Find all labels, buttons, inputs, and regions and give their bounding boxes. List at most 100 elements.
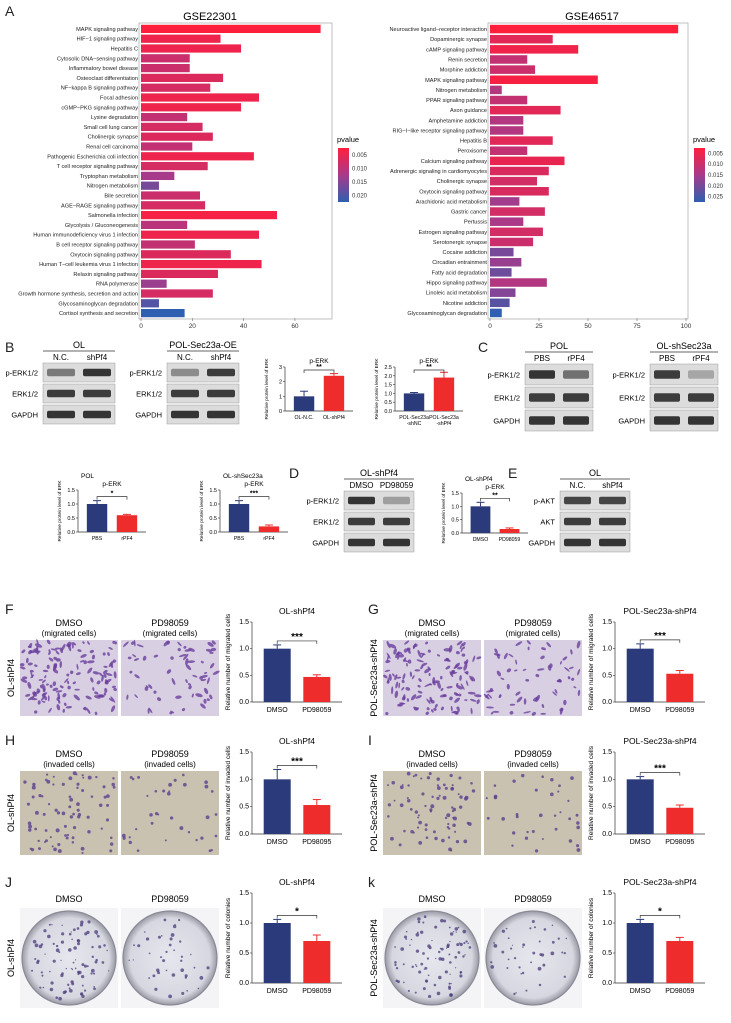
stained-cell bbox=[66, 641, 71, 647]
colony bbox=[557, 937, 560, 940]
stained-cell bbox=[402, 673, 406, 680]
stained-cell bbox=[183, 645, 187, 649]
blot-band bbox=[563, 416, 589, 425]
condition-sublabel: (invaded cells) bbox=[507, 760, 559, 769]
stained-cell bbox=[53, 847, 57, 852]
x-category-label: -shNC bbox=[407, 421, 422, 427]
stained-cell bbox=[406, 799, 411, 803]
gse46517-category-label: Axon guidance bbox=[450, 108, 487, 114]
gse22301-bar bbox=[141, 250, 231, 259]
stained-cell bbox=[470, 676, 476, 682]
blot-group-label: POL-Sec23a-OE bbox=[169, 340, 237, 350]
stained-cell bbox=[210, 790, 214, 793]
significance-bracket bbox=[480, 497, 510, 502]
blot-strip bbox=[343, 532, 415, 553]
bar-chart-b1: p-ERK 0 1 2 3 Relative protein level of ERK OL… bbox=[264, 358, 353, 421]
stained-cell bbox=[387, 784, 390, 787]
gse46517-category-label: Amphetamine addiction bbox=[429, 118, 487, 124]
bar-chart-title: OL-shPf4 bbox=[279, 606, 315, 616]
colony bbox=[160, 956, 163, 959]
stained-cell bbox=[61, 811, 66, 816]
colony bbox=[449, 973, 451, 975]
stained-cell bbox=[537, 668, 545, 671]
colony bbox=[404, 935, 408, 939]
colony bbox=[171, 973, 176, 977]
blot-band bbox=[83, 389, 111, 398]
colony bbox=[423, 915, 427, 918]
gse46517-category-label: Gastric cancer bbox=[451, 210, 487, 216]
stained-cell bbox=[192, 674, 198, 678]
y-tick-label: 1.0 bbox=[239, 920, 249, 927]
colony bbox=[101, 961, 105, 964]
stained-cell bbox=[86, 660, 95, 664]
gse46517-bar bbox=[490, 95, 528, 105]
stained-cell bbox=[54, 647, 61, 650]
x-category-label: DMSO bbox=[473, 537, 489, 543]
stained-cell bbox=[102, 669, 108, 674]
stained-cell bbox=[102, 785, 106, 789]
colony bbox=[70, 931, 72, 933]
colony bbox=[525, 989, 528, 992]
stained-cell bbox=[383, 674, 388, 679]
colony bbox=[493, 943, 498, 948]
stained-cell bbox=[147, 708, 150, 714]
colony bbox=[422, 987, 426, 991]
gse22301-category-label: Human T−cell leukemia virus 1 infection bbox=[39, 262, 138, 268]
stained-cell bbox=[56, 658, 61, 662]
y-tick-label: 1.5 bbox=[602, 619, 612, 626]
y-tick-label: 2.5 bbox=[384, 365, 392, 371]
x-category-label: DMSO bbox=[630, 839, 652, 846]
stained-cell bbox=[34, 643, 43, 648]
stained-cell bbox=[204, 780, 208, 785]
colony bbox=[163, 918, 167, 922]
stained-cell bbox=[417, 684, 421, 688]
stained-cell bbox=[436, 654, 441, 657]
colony bbox=[71, 982, 75, 986]
blot-row-label: ERK1/2 bbox=[12, 390, 38, 399]
colony bbox=[152, 974, 156, 978]
stained-cell bbox=[108, 647, 113, 650]
stained-cell bbox=[166, 640, 170, 645]
blot-lane-label: PBS bbox=[534, 354, 550, 363]
stained-cell bbox=[414, 669, 421, 672]
stained-cell bbox=[154, 789, 158, 793]
blot-strip bbox=[524, 386, 594, 409]
y-axis-label: Relative number of invaded cells bbox=[225, 745, 232, 840]
blot-row-label: p-ERK1/2 bbox=[5, 369, 38, 378]
stained-cell bbox=[406, 771, 411, 776]
stained-cell bbox=[494, 648, 498, 654]
colony bbox=[72, 928, 76, 932]
colony bbox=[91, 945, 94, 949]
stained-cell bbox=[157, 813, 160, 816]
y-tick-label: 1.5 bbox=[239, 749, 249, 756]
colony bbox=[405, 938, 408, 940]
colony bbox=[77, 970, 80, 974]
colony bbox=[415, 965, 418, 968]
stained-cell bbox=[412, 775, 415, 778]
row-label: POL-Sec23a-shPf4 bbox=[369, 774, 379, 852]
stained-cell bbox=[515, 691, 521, 696]
y-tick-label: 0.0 bbox=[451, 531, 459, 537]
significance-bracket bbox=[276, 915, 318, 919]
colony bbox=[50, 981, 54, 985]
stained-cell bbox=[469, 698, 477, 702]
stained-cell bbox=[432, 676, 436, 684]
colony bbox=[91, 955, 94, 959]
stained-cell bbox=[467, 691, 476, 695]
stained-cell bbox=[469, 675, 474, 682]
gse22301-category-label: Oxytocin signaling pathway bbox=[70, 252, 138, 258]
stained-cell bbox=[175, 695, 182, 699]
stained-cell bbox=[112, 640, 116, 644]
y-axis-label: Relative protein level of ERK bbox=[264, 358, 270, 420]
gse46517-category-label: Hippo signaling pathway bbox=[426, 281, 487, 287]
blot-lane-label: rPF4 bbox=[692, 354, 710, 363]
stained-cell bbox=[512, 831, 516, 835]
stained-cell bbox=[432, 830, 436, 834]
stained-cell bbox=[442, 795, 447, 800]
colony bbox=[41, 974, 44, 977]
stained-cell bbox=[185, 658, 189, 666]
stained-cell bbox=[401, 679, 405, 684]
stained-cell bbox=[129, 670, 133, 674]
bar-chart-corner-label: POL bbox=[81, 473, 94, 480]
blot-band bbox=[599, 517, 626, 526]
